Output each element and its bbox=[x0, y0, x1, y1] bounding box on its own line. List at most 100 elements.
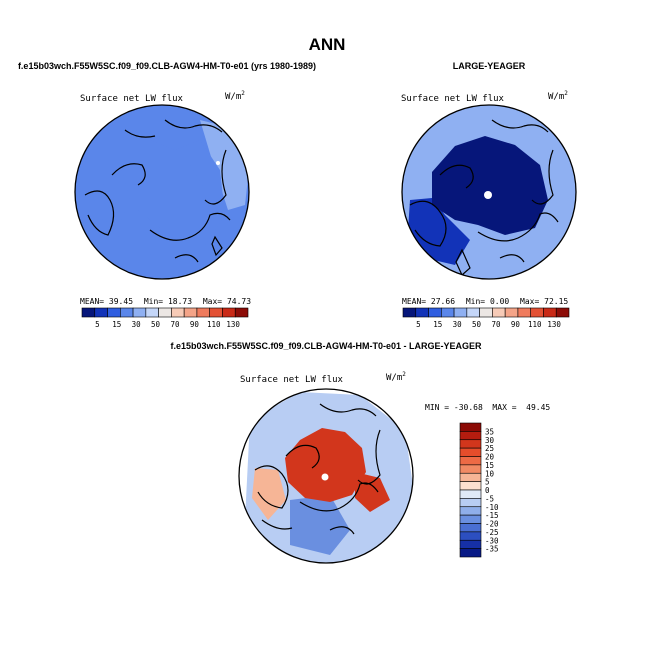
colorbar-swatch bbox=[517, 307, 531, 318]
panel-model-polar-region bbox=[135, 160, 205, 228]
colorbar-swatch bbox=[504, 307, 519, 318]
panel-model-variable-label: Surface net LW flux bbox=[80, 94, 184, 104]
panel-diff-stats: MIN = -30.68 MAX = 49.45 bbox=[425, 403, 550, 412]
colorbar-swatch bbox=[466, 307, 480, 318]
panel-diff-coastlines bbox=[254, 403, 381, 535]
panel-model-units-exp: 2 bbox=[241, 90, 245, 97]
panel-obs-units-exp: 2 bbox=[564, 90, 568, 97]
colorbar-swatch bbox=[145, 307, 159, 318]
colorbar-swatch bbox=[222, 307, 236, 318]
colorbar-swatch bbox=[459, 481, 482, 491]
panel-diff-pole-marker bbox=[321, 473, 329, 481]
colorbar-tick-label: 20 bbox=[485, 453, 495, 462]
colorbar-swatch bbox=[459, 523, 482, 533]
colorbar-tick-label: 90 bbox=[190, 320, 200, 329]
colorbar-swatch bbox=[530, 307, 544, 318]
colorbar-tick-label: -30 bbox=[485, 536, 499, 545]
panel-model-units-label: W/m2 bbox=[225, 90, 245, 102]
colorbar-swatch bbox=[555, 307, 570, 318]
panel-obs-variable-label: Surface net LW flux bbox=[401, 94, 505, 104]
colorbar-swatch bbox=[459, 447, 482, 457]
colorbar-tick-label: -5 bbox=[485, 494, 494, 503]
panel-obs-min-label: Min= bbox=[466, 297, 485, 306]
colorbar-tick-label: 25 bbox=[485, 444, 494, 453]
colorbar-swatch bbox=[94, 307, 108, 318]
panel-diff-map bbox=[239, 389, 413, 563]
panel-obs-mean-value: 27.66 bbox=[431, 297, 455, 306]
panel-model-max-value: 74.73 bbox=[227, 297, 251, 306]
colorbar-swatch bbox=[459, 498, 482, 508]
panel-obs-units-base: W/m bbox=[548, 92, 564, 102]
colorbar-tick-label: 15 bbox=[433, 320, 442, 329]
colorbar-swatch bbox=[459, 531, 482, 541]
colorbar-swatch bbox=[402, 307, 417, 318]
panel-obs-map-frame bbox=[401, 104, 577, 280]
colorbar-tick-label: 35 bbox=[485, 427, 494, 436]
colorbar-swatch bbox=[459, 539, 482, 549]
colorbar-swatch bbox=[234, 307, 249, 318]
colorbar-tick-label: 10 bbox=[485, 469, 495, 478]
colorbar-swatch bbox=[120, 307, 134, 318]
panel-model-max-label: Max= bbox=[203, 297, 222, 306]
colorbar-swatch bbox=[459, 431, 482, 441]
colorbar-swatch bbox=[415, 307, 429, 318]
panel-model-map bbox=[75, 105, 249, 279]
colorbar-swatch bbox=[209, 307, 223, 318]
colorbar-tick-label: -15 bbox=[485, 511, 499, 520]
panel-obs-max-value: 72.15 bbox=[544, 297, 568, 306]
panel-model-pole-marker bbox=[216, 161, 220, 165]
colorbar-swatch bbox=[459, 489, 482, 499]
colorbar-tick-label: -35 bbox=[485, 545, 499, 554]
panel-diff-variable-label: Surface net LW flux bbox=[240, 375, 344, 385]
panel-obs-units-label: W/m2 bbox=[548, 90, 568, 102]
colorbar-tick-label: -25 bbox=[485, 528, 499, 537]
colorbar-tick-label: 15 bbox=[485, 461, 494, 470]
panel-model-colorbar: 5 15 30 50 70 90 110 130 bbox=[81, 307, 249, 329]
panel-diff-title: f.e15b03wch.F55W5SC.f09_f09.CLB-AGW4-HM-… bbox=[170, 341, 482, 351]
colorbar-tick-label: 110 bbox=[528, 320, 542, 329]
colorbar-swatch bbox=[183, 307, 198, 318]
colorbar-tick-label: 50 bbox=[472, 320, 482, 329]
colorbar-tick-label: 130 bbox=[226, 320, 240, 329]
colorbar-tick-label: 30 bbox=[132, 320, 142, 329]
colorbar-tick-label: 5 bbox=[416, 320, 421, 329]
colorbar-swatch bbox=[459, 464, 482, 474]
colorbar-tick-label: 50 bbox=[151, 320, 161, 329]
panel-obs-mean-label: MEAN= bbox=[402, 297, 426, 306]
panel-model-title: f.e15b03wch.F55W5SC.f09_f09.CLB-AGW4-HM-… bbox=[18, 61, 316, 71]
colorbar-swatch bbox=[196, 307, 210, 318]
colorbar-swatch bbox=[453, 307, 468, 318]
panel-obs: LARGE-YEAGER Surface net LW flux W/m2 ME… bbox=[401, 61, 577, 329]
colorbar-tick-label: -10 bbox=[485, 503, 499, 512]
colorbar-swatch bbox=[132, 307, 147, 318]
colorbar-swatch bbox=[543, 307, 557, 318]
panel-model-map-frame bbox=[74, 104, 250, 280]
colorbar-tick-label: 30 bbox=[453, 320, 463, 329]
panel-model-min-value: 18.73 bbox=[168, 297, 192, 306]
colorbar-swatch bbox=[459, 422, 482, 432]
colorbar-tick-label: 15 bbox=[112, 320, 121, 329]
colorbar-tick-label: 70 bbox=[170, 320, 180, 329]
panel-model-greenland bbox=[100, 170, 130, 228]
panel-obs-polar-region bbox=[432, 136, 548, 235]
panel-obs-colorbar: 5 15 30 50 70 90 110 130 bbox=[402, 307, 570, 329]
colorbar-swatch bbox=[459, 548, 482, 558]
colorbar-swatch bbox=[428, 307, 442, 318]
colorbar-swatch bbox=[107, 307, 121, 318]
colorbar-tick-label: 70 bbox=[491, 320, 501, 329]
panel-obs-stats: MEAN= 27.66 Min= 0.00 Max= 72.15 bbox=[402, 297, 568, 306]
colorbar-swatch bbox=[459, 472, 482, 482]
panel-obs-max-label: Max= bbox=[520, 297, 539, 306]
panel-diff-polar-region bbox=[285, 428, 366, 502]
panel-model-units-base: W/m bbox=[225, 92, 241, 102]
colorbar-tick-label: -20 bbox=[485, 520, 499, 529]
colorbar-swatch bbox=[459, 514, 482, 524]
colorbar-tick-label: 130 bbox=[547, 320, 561, 329]
colorbar-tick-label: 90 bbox=[511, 320, 521, 329]
panel-model-coastlines bbox=[84, 119, 231, 263]
panel-diff-units-label: W/m2 bbox=[386, 371, 406, 383]
panel-model-mean-value: 39.45 bbox=[109, 297, 133, 306]
colorbar-swatch bbox=[81, 307, 96, 318]
